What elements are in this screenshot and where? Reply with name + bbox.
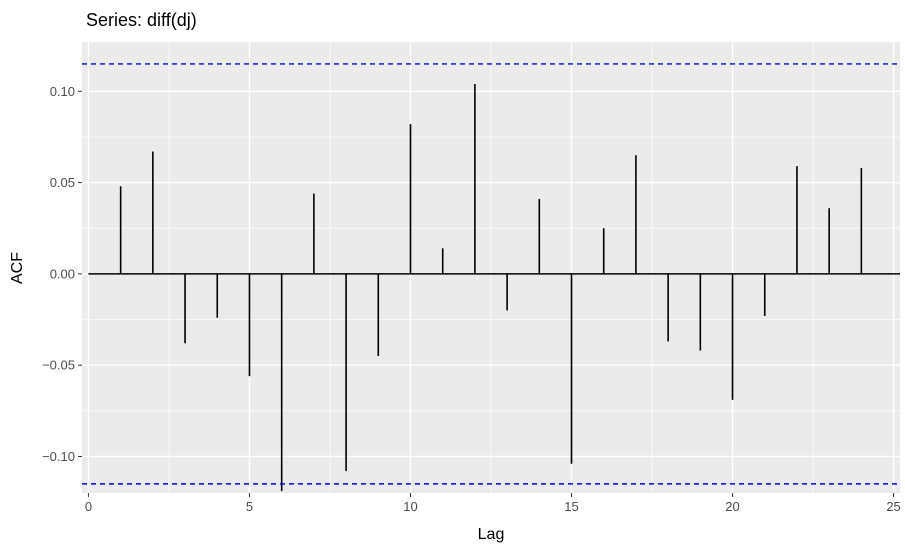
y-tick-label: −0.10 xyxy=(42,449,75,464)
x-tick-label: 15 xyxy=(564,499,578,514)
acf-bars xyxy=(119,83,863,492)
y-tick-label: 0.00 xyxy=(50,266,75,281)
y-tick-label: 0.05 xyxy=(50,175,75,190)
y-axis-title: ACF xyxy=(9,252,26,284)
y-axis-ticks: −0.10 −0.05 0.00 0.05 0.10 xyxy=(42,84,82,464)
x-tick-label: 0 xyxy=(85,499,92,514)
x-tick-label: 25 xyxy=(886,499,900,514)
x-tick-label: 10 xyxy=(403,499,417,514)
x-axis-ticks: 0 5 10 15 20 25 xyxy=(85,493,901,514)
y-tick-label: −0.05 xyxy=(42,358,75,373)
chart-title: Series: diff(dj) xyxy=(86,10,197,30)
x-tick-label: 5 xyxy=(246,499,253,514)
x-axis-title: Lag xyxy=(478,526,505,543)
x-tick-label: 20 xyxy=(725,499,739,514)
y-tick-label: 0.10 xyxy=(50,84,75,99)
minor-gridlines xyxy=(82,42,900,493)
